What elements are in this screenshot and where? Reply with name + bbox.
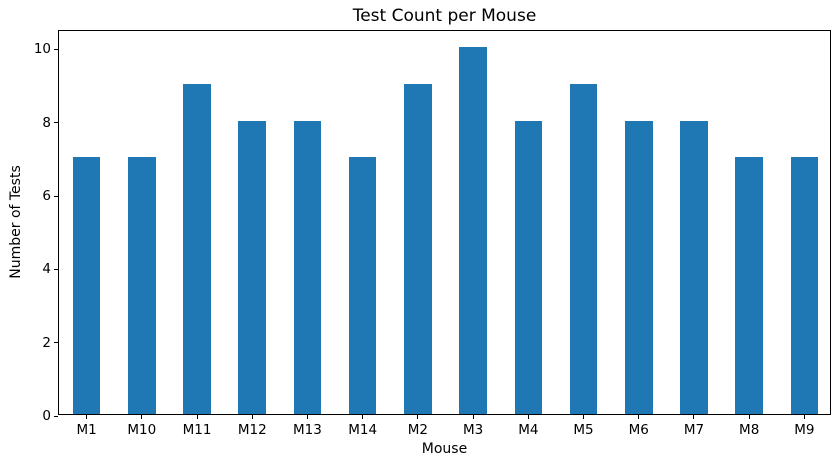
bar-M1	[72, 157, 101, 414]
bar-M8	[735, 157, 763, 414]
x-tick-label-M2: M2	[407, 422, 429, 438]
y-tick-mark	[54, 415, 58, 417]
y-tick-label-10: 10	[33, 41, 51, 58]
bar-M9	[790, 157, 819, 414]
x-tick-mark	[527, 415, 529, 419]
x-tick-mark	[417, 415, 419, 419]
bar-M5	[569, 84, 598, 414]
y-tick-label-4: 4	[42, 261, 51, 278]
x-tick-label-M7: M7	[683, 422, 705, 438]
chart-title: Test Count per Mouse	[352, 6, 537, 26]
bar-M7	[680, 120, 708, 414]
x-axis-label: Mouse	[421, 441, 468, 457]
x-tick-label-M6: M6	[628, 422, 649, 438]
x-tick-label-M11: M11	[182, 422, 212, 438]
bar-M2	[404, 84, 432, 414]
x-tick-mark	[306, 415, 308, 419]
x-tick-label-M4: M4	[518, 422, 539, 438]
x-tick-label-M5: M5	[573, 422, 594, 438]
x-tick-mark	[141, 415, 143, 419]
x-tick-mark	[638, 415, 640, 419]
x-tick-mark	[803, 415, 805, 419]
x-tick-mark	[196, 415, 198, 419]
x-tick-mark	[748, 415, 750, 419]
x-tick-label-M8: M8	[739, 422, 760, 438]
x-tick-mark	[472, 415, 474, 419]
x-tick-label-M10: M10	[127, 422, 157, 438]
bar-M6	[624, 120, 653, 414]
x-tick-label-M13: M13	[293, 422, 322, 438]
x-tick-label-M3: M3	[462, 422, 484, 438]
x-tick-label-M12: M12	[237, 422, 267, 438]
y-tick-label-6: 6	[42, 188, 51, 204]
y-tick-label-0: 0	[42, 408, 51, 424]
bar-M11	[183, 84, 211, 414]
y-tick-mark	[54, 342, 58, 344]
y-tick-mark	[54, 195, 58, 197]
bar-M4	[514, 120, 543, 414]
bar-M12	[238, 120, 267, 414]
plot-area: M1 M10 M11 M12 M13 M14 M2 M3 M4 M5 M6 M7 M8 M9 0 2 4 6 8 10	[34, 30, 831, 438]
bar-M13	[293, 120, 322, 414]
y-tick-label-8: 8	[42, 114, 51, 131]
x-tick-mark	[251, 415, 253, 419]
x-tick-mark	[362, 415, 364, 419]
bar-M10	[128, 157, 156, 414]
bar-M3	[459, 47, 487, 414]
x-tick-label-M9: M9	[794, 422, 815, 438]
x-tick-mark	[583, 415, 585, 419]
x-tick-label-M14: M14	[348, 422, 378, 438]
y-tick-mark	[54, 268, 58, 270]
x-tick-label-M1: M1	[76, 422, 97, 438]
x-tick-mark	[86, 415, 88, 419]
y-tick-label-2: 2	[42, 334, 51, 351]
y-tick-mark	[54, 48, 58, 50]
y-tick-mark	[54, 122, 58, 124]
x-tick-mark	[693, 415, 695, 419]
bar-M14	[348, 157, 377, 414]
